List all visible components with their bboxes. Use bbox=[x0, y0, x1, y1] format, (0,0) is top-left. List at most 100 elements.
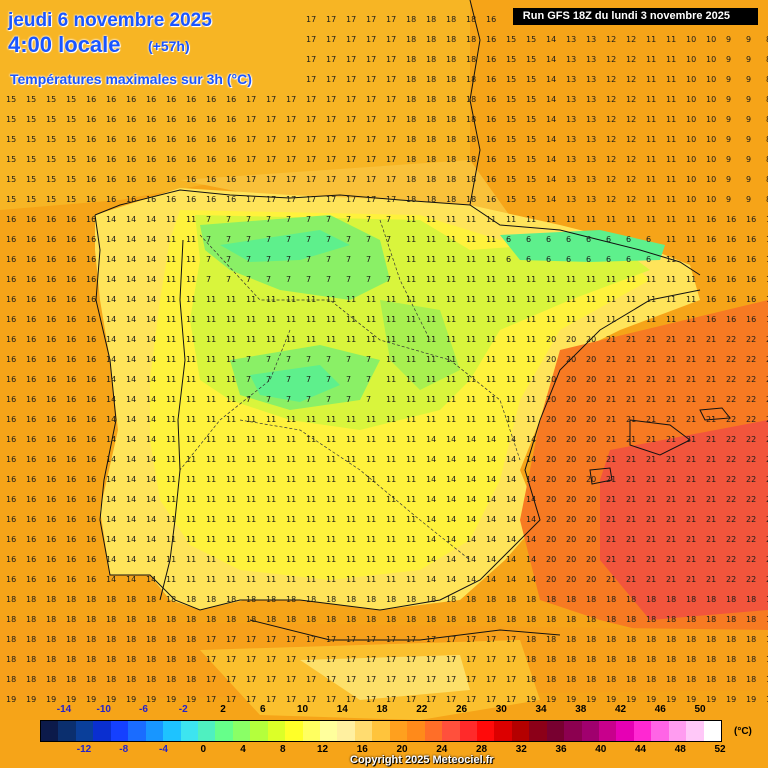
grid-value: 11 bbox=[246, 495, 256, 504]
grid-value: 21 bbox=[606, 475, 616, 484]
grid-value: 7 bbox=[246, 235, 251, 244]
grid-value: 21 bbox=[606, 555, 616, 564]
grid-value: 20 bbox=[566, 355, 576, 364]
grid-value: 22 bbox=[746, 435, 756, 444]
grid-value: 13 bbox=[586, 115, 596, 124]
grid-value: 6 bbox=[566, 255, 571, 264]
grid-value: 11 bbox=[366, 415, 376, 424]
grid-value: 18 bbox=[446, 615, 456, 624]
grid-value: 11 bbox=[406, 555, 416, 564]
grid-value: 7 bbox=[386, 275, 391, 284]
legend-label-lower: -12 bbox=[76, 744, 92, 755]
grid-value: 14 bbox=[106, 495, 116, 504]
grid-value: 21 bbox=[626, 395, 636, 404]
grid-value: 11 bbox=[666, 115, 676, 124]
grid-value: 17 bbox=[366, 95, 376, 104]
grid-value: 13 bbox=[566, 135, 576, 144]
legend-label-lower: -8 bbox=[119, 744, 129, 755]
grid-value: 14 bbox=[446, 575, 456, 584]
grid-value: 16 bbox=[66, 255, 76, 264]
grid-value: 21 bbox=[626, 515, 636, 524]
grid-value: 16 bbox=[66, 515, 76, 524]
grid-value: 14 bbox=[106, 235, 116, 244]
grid-value: 12 bbox=[606, 175, 616, 184]
grid-value: 17 bbox=[486, 635, 496, 644]
grid-value: 11 bbox=[206, 295, 216, 304]
grid-value: 11 bbox=[666, 315, 676, 324]
grid-value: 17 bbox=[306, 195, 316, 204]
grid-value: 16 bbox=[106, 135, 116, 144]
grid-value: 7 bbox=[246, 255, 251, 264]
grid-value: 16 bbox=[6, 515, 16, 524]
legend-label-upper: 34 bbox=[535, 704, 547, 715]
grid-value: 16 bbox=[86, 435, 96, 444]
grid-value: 15 bbox=[526, 55, 536, 64]
grid-value: 14 bbox=[106, 275, 116, 284]
grid-value: 16 bbox=[46, 275, 56, 284]
grid-value: 21 bbox=[646, 415, 656, 424]
grid-value: 16 bbox=[766, 275, 768, 284]
legend-swatch bbox=[564, 721, 582, 741]
grid-value: 14 bbox=[506, 555, 516, 564]
grid-value: 11 bbox=[326, 555, 336, 564]
grid-value: 17 bbox=[466, 635, 476, 644]
legend-swatch bbox=[424, 721, 443, 741]
grid-value: 18 bbox=[66, 675, 76, 684]
grid-value: 14 bbox=[106, 435, 116, 444]
grid-value: 22 bbox=[726, 375, 736, 384]
grid-value: 14 bbox=[146, 235, 156, 244]
grid-value: 17 bbox=[426, 695, 436, 704]
legend-label-upper: 2 bbox=[220, 704, 226, 715]
grid-value: 14 bbox=[126, 555, 136, 564]
grid-value: 16 bbox=[106, 155, 116, 164]
grid-value: 17 bbox=[326, 675, 336, 684]
grid-value: 14 bbox=[146, 375, 156, 384]
grid-value: 20 bbox=[566, 435, 576, 444]
grid-value: 18 bbox=[406, 595, 416, 604]
grid-value: 21 bbox=[606, 335, 616, 344]
grid-value: 16 bbox=[486, 155, 496, 164]
grid-value: 18 bbox=[386, 595, 396, 604]
legend-swatch bbox=[354, 721, 373, 741]
grid-value: 7 bbox=[306, 255, 311, 264]
grid-value: 11 bbox=[506, 355, 516, 364]
legend-swatch bbox=[145, 721, 164, 741]
grid-value: 16 bbox=[66, 435, 76, 444]
grid-value: 16 bbox=[486, 95, 496, 104]
grid-value: 18 bbox=[706, 595, 716, 604]
grid-value: 11 bbox=[506, 415, 516, 424]
grid-value: 11 bbox=[666, 75, 676, 84]
grid-value: 22 bbox=[766, 455, 768, 464]
grid-value: 18 bbox=[566, 655, 576, 664]
grid-value: 18 bbox=[466, 95, 476, 104]
grid-value: 19 bbox=[6, 695, 16, 704]
grid-value: 10 bbox=[686, 135, 696, 144]
grid-value: 18 bbox=[166, 675, 176, 684]
grid-value: 17 bbox=[246, 175, 256, 184]
grid-value: 16 bbox=[6, 475, 16, 484]
grid-value: 11 bbox=[186, 455, 196, 464]
grid-value: 11 bbox=[386, 355, 396, 364]
forecast-offset: (+57h) bbox=[148, 38, 190, 54]
grid-value: 13 bbox=[586, 155, 596, 164]
grid-value: 16 bbox=[106, 195, 116, 204]
grid-value: 14 bbox=[146, 495, 156, 504]
grid-value: 14 bbox=[126, 575, 136, 584]
grid-value: 22 bbox=[746, 495, 756, 504]
grid-value: 14 bbox=[506, 535, 516, 544]
legend-label-upper: -6 bbox=[139, 704, 148, 715]
grid-value: 17 bbox=[386, 135, 396, 144]
grid-value: 7 bbox=[386, 215, 391, 224]
grid-value: 19 bbox=[86, 695, 96, 704]
grid-value: 21 bbox=[606, 375, 616, 384]
grid-value: 11 bbox=[426, 275, 436, 284]
grid-value: 7 bbox=[306, 375, 311, 384]
grid-value: 18 bbox=[6, 635, 16, 644]
grid-value: 14 bbox=[466, 555, 476, 564]
grid-value: 9 bbox=[746, 95, 751, 104]
grid-value: 12 bbox=[606, 95, 616, 104]
run-info: Run GFS 18Z du lundi 3 novembre 2025 bbox=[512, 8, 758, 25]
grid-value: 11 bbox=[206, 435, 216, 444]
grid-value: 15 bbox=[506, 35, 516, 44]
grid-value: 18 bbox=[586, 615, 596, 624]
